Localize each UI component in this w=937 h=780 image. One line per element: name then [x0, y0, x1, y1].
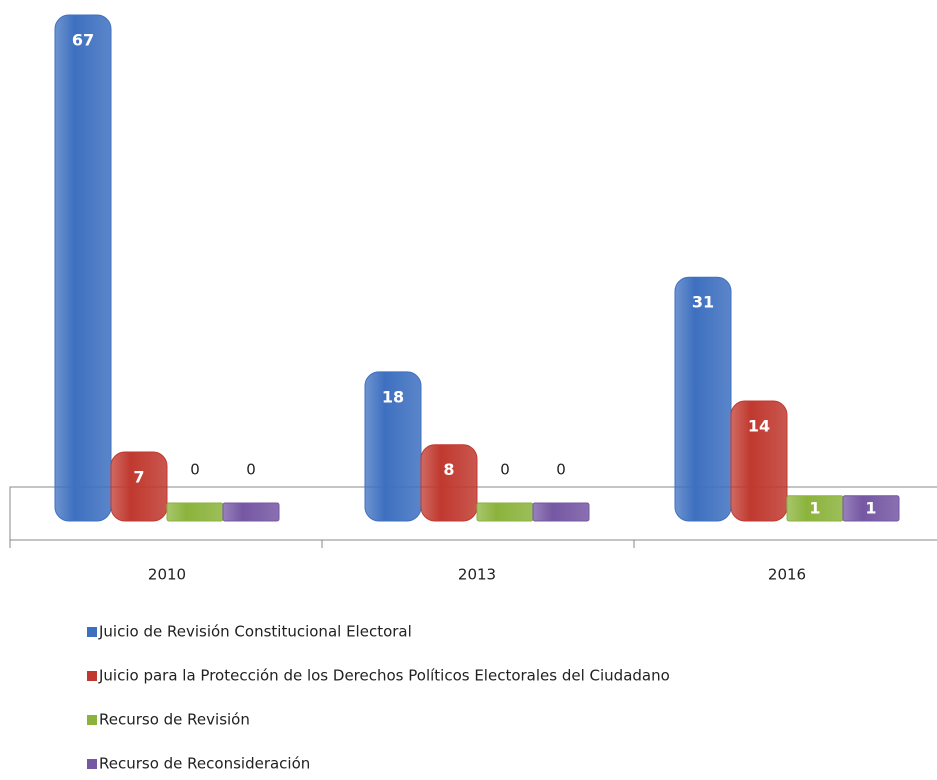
value-label: 0	[556, 461, 566, 479]
x-tick-label: 2016	[768, 566, 806, 584]
legend-label: Juicio de Revisión Constitucional Electo…	[98, 623, 412, 641]
x-tick-label: 2010	[148, 566, 186, 584]
legend-label: Recurso de Revisión	[99, 711, 250, 729]
value-label: 7	[133, 468, 144, 487]
value-label: 67	[72, 31, 94, 50]
legend-swatch	[87, 671, 97, 681]
legend-swatch	[87, 627, 97, 637]
bar	[54, 14, 112, 522]
value-label: 0	[246, 461, 256, 479]
bar	[532, 502, 590, 522]
bar	[420, 444, 478, 522]
bar	[842, 495, 900, 522]
bar	[364, 371, 422, 522]
legend-label: Recurso de Reconsideración	[99, 755, 310, 773]
value-label: 18	[382, 387, 404, 406]
value-label: 31	[692, 293, 714, 312]
bar	[166, 502, 224, 522]
x-tick-label: 2013	[458, 566, 496, 584]
value-label: 0	[500, 461, 510, 479]
legend-swatch	[87, 715, 97, 725]
bar	[674, 276, 732, 522]
value-label: 1	[809, 499, 820, 518]
bar	[730, 400, 788, 522]
bar	[110, 451, 168, 522]
bar	[476, 502, 534, 522]
value-label: 1	[865, 499, 876, 518]
value-label: 0	[190, 461, 200, 479]
legend-swatch	[87, 759, 97, 769]
value-label: 8	[443, 460, 454, 479]
legend-label: Juicio para la Protección de los Derecho…	[98, 667, 670, 685]
value-label: 14	[748, 417, 770, 436]
bar	[222, 502, 280, 522]
